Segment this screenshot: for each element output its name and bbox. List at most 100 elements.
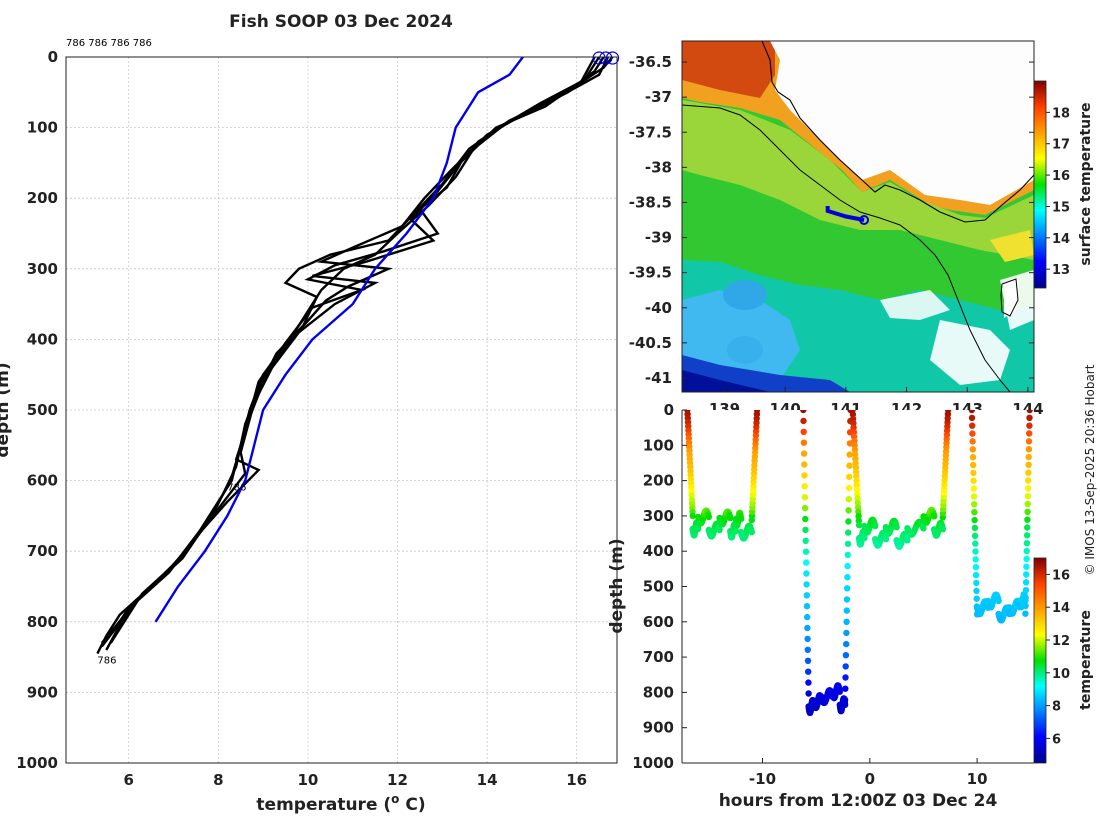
depth-time-point <box>971 516 978 524</box>
map-ytick-label: -38.5 <box>629 193 672 211</box>
temperature-colorbar-tick-label: 16 <box>1052 568 1070 583</box>
depth-time-point <box>969 438 976 445</box>
depth-time-point <box>920 525 927 532</box>
depth-time-point <box>1023 563 1030 570</box>
profile-xtick-label: 10 <box>297 771 318 789</box>
temperature-colorbar-tick-label: 14 <box>1052 601 1070 616</box>
sst-colorbar-ticks: 13 14 15 16 17 18 <box>1046 106 1070 278</box>
map-ytick-label: -40 <box>645 299 672 317</box>
map-ytick-label: -39 <box>645 229 672 247</box>
depth-time-point <box>1022 579 1030 586</box>
surface-marker <box>599 51 613 65</box>
depth-time-point <box>1026 414 1033 421</box>
depth-time-point <box>802 526 809 534</box>
depth-time-point <box>971 501 978 508</box>
profile-ytick-label: 500 <box>27 401 58 419</box>
depth-time-point <box>802 537 809 544</box>
map-ytick-label: -40.5 <box>629 334 672 352</box>
depth-time-point <box>801 494 809 501</box>
depth-time-point <box>804 646 811 653</box>
profile-xtick-label: 8 <box>213 771 223 789</box>
profile-climatology-line <box>154 57 524 623</box>
depth-time-point <box>872 522 879 530</box>
depth-time-point <box>972 548 979 555</box>
depth-time-point <box>805 668 812 675</box>
depth-time-point <box>1022 587 1030 594</box>
depth-time-point <box>846 473 853 481</box>
chart-title: Fish SOOP 03 Dec 2024 <box>229 12 453 32</box>
temperature-colorbar-tick-label: 10 <box>1052 667 1070 682</box>
profile-plot: 786 786 6 8 10 12 14 16 0 100 200 300 400 500 600 700 8… <box>0 38 620 815</box>
depth-time-point <box>970 493 978 500</box>
depth-time-point <box>1025 446 1033 453</box>
depth-time-point <box>1022 594 1029 602</box>
profile-ytick-label: 800 <box>27 613 58 631</box>
depth-time-point <box>861 534 868 542</box>
depth-time-point <box>852 464 860 471</box>
depth-time-plot: 0 100 200 300 400 500 600 700 800 900 1000 -10 0 10 h… <box>607 401 1034 811</box>
depth-time-point <box>843 629 850 637</box>
profile-grid <box>66 57 617 763</box>
depth-time-point <box>844 540 852 547</box>
profile-ytick-label: 300 <box>27 260 58 278</box>
depth-time-point <box>842 674 849 681</box>
depth-time-ytick-label: 800 <box>643 683 674 701</box>
depth-time-point <box>753 410 761 414</box>
depth-time-point <box>970 477 977 484</box>
profile-ylabel: depth (m) <box>0 362 13 457</box>
sst-colorbar-gradient <box>1033 80 1047 289</box>
depth-time-ytick-label: 500 <box>643 578 674 596</box>
profile-xtick-label: 12 <box>387 771 408 789</box>
depth-time-point <box>1023 547 1030 555</box>
depth-time-point <box>804 657 812 664</box>
depth-time-point <box>844 551 851 559</box>
depth-time-point <box>1024 508 1031 515</box>
depth-time-point <box>843 607 850 614</box>
profile-xtick-label: 6 <box>123 771 133 789</box>
depth-time-point <box>1023 524 1031 531</box>
depth-time-point <box>851 446 859 453</box>
profile-frame <box>65 56 618 764</box>
depth-time-point <box>800 417 807 425</box>
depth-time-point <box>971 532 979 539</box>
depth-time-point <box>800 410 807 414</box>
profile-ytick-label: 600 <box>27 472 58 490</box>
depth-time-point <box>803 592 810 599</box>
map-ytick-label: -37.5 <box>629 123 672 141</box>
depth-time-ytick-label: 1000 <box>632 754 674 772</box>
depth-time-point <box>841 696 849 703</box>
depth-time-xlabel: hours from 12:00Z 03 Dec 24 <box>719 791 998 811</box>
depth-time-point <box>845 529 852 536</box>
profile-ticks: 6 8 10 12 14 16 0 100 200 300 400 500 600 700 800 900 10… <box>16 48 587 789</box>
depth-time-point <box>855 513 862 520</box>
depth-time-point <box>804 613 811 621</box>
depth-time-point <box>842 652 850 659</box>
depth-time-point <box>849 411 857 418</box>
depth-time-point <box>1023 555 1030 562</box>
profile-ytick-label: 0 <box>48 48 58 66</box>
depth-time-point <box>805 690 812 697</box>
depth-time-point <box>800 450 808 457</box>
depth-time-ytick-label: 300 <box>643 507 674 525</box>
depth-time-point <box>727 514 734 522</box>
depth-time-point <box>694 525 702 533</box>
sst-colorbar: 13 14 15 16 17 18 surface temperature <box>1033 80 1094 289</box>
sst-colorbar-label: surface temperature <box>1078 102 1094 265</box>
depth-time-xtick-label: 0 <box>865 770 875 788</box>
map-ytick-label: -39.5 <box>629 264 672 282</box>
depth-time-point <box>1026 422 1033 429</box>
depth-time-point <box>971 509 978 516</box>
profile-plot-area <box>66 57 617 763</box>
depth-time-point <box>972 564 980 571</box>
ship-track-end-marker <box>859 215 870 226</box>
temperature-colorbar: 6 8 10 12 14 16 temperature <box>1033 557 1094 764</box>
ship-track <box>825 206 865 222</box>
depth-time-point <box>1025 469 1032 476</box>
depth-time-point <box>893 524 900 531</box>
profile-lines <box>96 57 614 655</box>
depth-time-ticks: 0 100 200 300 400 500 600 700 800 900 1000 -10 0 10 <box>632 401 987 788</box>
depth-time-point <box>970 485 977 492</box>
surface-markers <box>592 51 620 65</box>
depth-time-point <box>843 640 850 648</box>
depth-time-point <box>972 540 979 547</box>
